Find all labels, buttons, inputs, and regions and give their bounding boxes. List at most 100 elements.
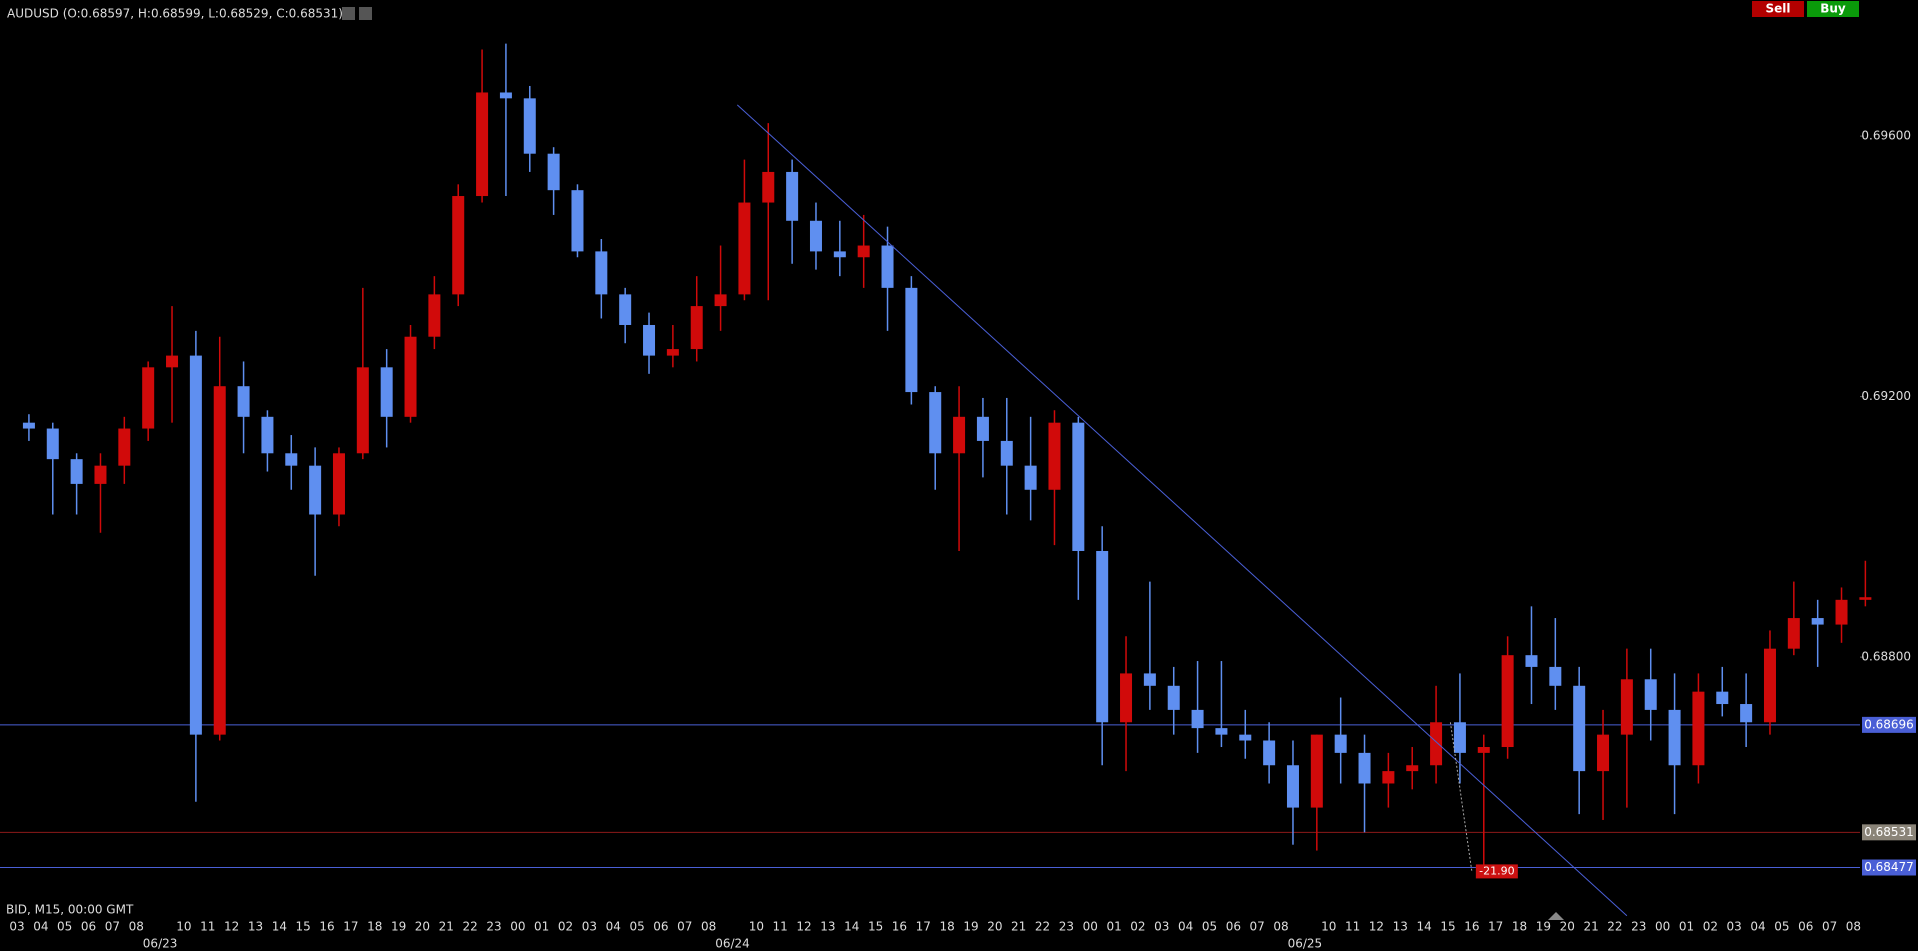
- candle-body: [1263, 740, 1276, 766]
- x-tick-label: 21: [1583, 920, 1598, 934]
- candle-body: [70, 459, 83, 484]
- buy-button-label[interactable]: Buy: [1820, 2, 1846, 16]
- date-label: 06/23: [143, 937, 178, 951]
- measure-label: -21.90: [1479, 864, 1514, 877]
- trendline: [736, 104, 1628, 917]
- x-tick-label: 22: [1035, 920, 1050, 934]
- candle-body: [762, 171, 775, 203]
- x-tick-label: 07: [1250, 920, 1265, 934]
- candle-body: [261, 416, 274, 454]
- candle-body: [332, 453, 345, 515]
- candle-body: [1740, 704, 1753, 723]
- x-tick-label: 06: [1798, 920, 1813, 934]
- candle-body: [1310, 734, 1323, 808]
- candle-body: [166, 355, 179, 368]
- buy-button[interactable]: [1807, 1, 1859, 17]
- candle-body: [380, 367, 393, 417]
- candle-body: [1286, 765, 1299, 808]
- close-icon[interactable]: [359, 7, 372, 20]
- x-tick-label: 14: [272, 920, 287, 934]
- candle-body: [309, 465, 322, 515]
- candle-body: [1120, 673, 1133, 723]
- x-tick-label: 12: [224, 920, 239, 934]
- x-tick-label: 02: [558, 920, 573, 934]
- candle-body: [857, 245, 870, 258]
- candle-body: [1096, 550, 1109, 723]
- candle-body: [905, 287, 918, 393]
- x-tick-label: 06: [653, 920, 668, 934]
- candle-body: [1787, 618, 1800, 649]
- candle-body: [643, 324, 656, 356]
- x-tick-label: 22: [463, 920, 478, 934]
- x-tick-label: 19: [1536, 920, 1551, 934]
- measure-line: [1449, 722, 1473, 872]
- x-tick-label: 23: [486, 920, 501, 934]
- date-label: 06/25: [1288, 937, 1323, 951]
- candle-body: [976, 416, 989, 441]
- x-tick-label: 08: [1846, 920, 1861, 934]
- candle-body: [356, 367, 369, 454]
- candle-body: [523, 98, 536, 154]
- x-tick-label: 19: [391, 920, 406, 934]
- candle-body: [404, 336, 417, 417]
- candle-body: [666, 349, 679, 356]
- marker-triangle: [1548, 912, 1564, 920]
- candle-body: [1072, 422, 1085, 551]
- candle-body: [22, 422, 35, 429]
- x-tick-label: 15: [868, 920, 883, 934]
- x-tick-label: 18: [940, 920, 955, 934]
- sell-button-label[interactable]: Sell: [1765, 2, 1790, 16]
- candle-body: [237, 386, 250, 417]
- candle-body: [94, 465, 107, 484]
- x-tick-label: 20: [987, 920, 1002, 934]
- x-tick-label: 00: [1083, 920, 1098, 934]
- x-tick-label: 11: [1345, 920, 1360, 934]
- x-tick-label: 17: [916, 920, 931, 934]
- x-tick-label: 05: [1774, 920, 1789, 934]
- candle-body: [833, 251, 846, 258]
- candle-body: [1716, 691, 1729, 705]
- x-tick-label: 17: [1488, 920, 1503, 934]
- y-tick-label: 0.69600: [1861, 129, 1911, 143]
- price-level-tag: [1862, 859, 1916, 876]
- candle-body: [1191, 709, 1204, 729]
- footer-info: BID, M15, 00:00 GMT: [6, 903, 134, 917]
- x-tick-label: 11: [200, 920, 215, 934]
- candle-body: [1024, 465, 1037, 490]
- candle-body: [285, 453, 298, 466]
- x-tick-label: 08: [1273, 920, 1288, 934]
- x-tick-label: 14: [1417, 920, 1432, 934]
- chart-title: AUDUSD (O:0.68597, H:0.68599, L:0.68529,…: [7, 7, 343, 21]
- candle-body: [619, 294, 632, 325]
- candle-body: [1835, 599, 1848, 625]
- candle-body: [1406, 765, 1419, 772]
- x-tick-label: 07: [105, 920, 120, 934]
- y-tick-label: 0.68800: [1861, 650, 1911, 664]
- candle-body: [1620, 679, 1633, 735]
- sell-button[interactable]: [1752, 1, 1804, 17]
- candle-body: [213, 386, 226, 735]
- x-tick-label: 07: [1822, 920, 1837, 934]
- measure-tag: [1475, 864, 1518, 879]
- candle-body: [1239, 734, 1252, 741]
- candle-body: [1167, 685, 1180, 710]
- candle-body: [571, 190, 584, 252]
- candle-body: [1549, 666, 1562, 686]
- candle-body: [1215, 728, 1228, 735]
- x-tick-label: 06: [81, 920, 96, 934]
- candle-body: [1668, 709, 1681, 766]
- x-tick-label: 12: [1369, 920, 1384, 934]
- price-level-label: 0.68477: [1864, 860, 1914, 874]
- candle-body: [929, 392, 942, 454]
- x-tick-label: 04: [1178, 920, 1193, 934]
- settings-icon[interactable]: [342, 7, 355, 20]
- x-tick-label: 18: [1512, 920, 1527, 934]
- candle-body: [1430, 722, 1443, 766]
- x-tick-label: 00: [1655, 920, 1670, 934]
- x-tick-label: 21: [1011, 920, 1026, 934]
- candle-body: [690, 306, 703, 350]
- price-level-tag: [1862, 716, 1916, 733]
- candle-body: [452, 196, 465, 295]
- candle-body: [1811, 618, 1824, 625]
